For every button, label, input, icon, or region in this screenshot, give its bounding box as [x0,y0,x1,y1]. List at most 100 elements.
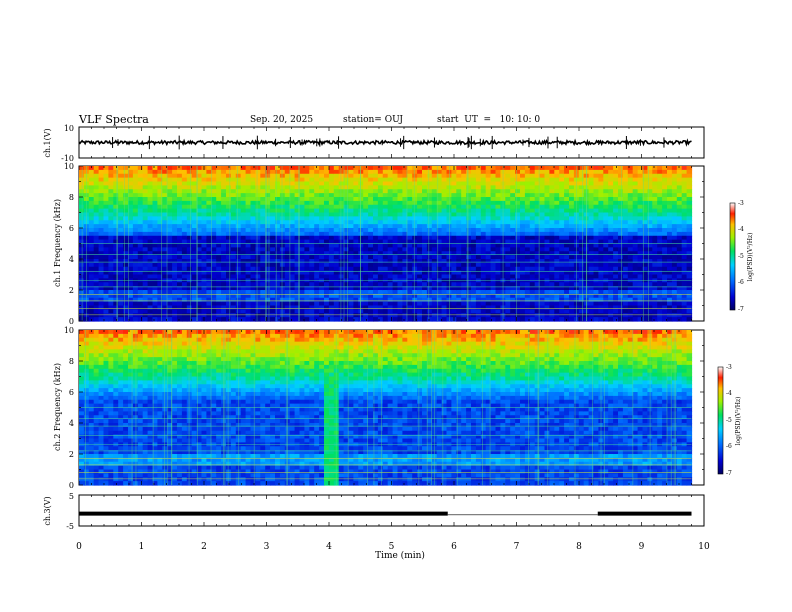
spectrogram-cell [475,305,482,310]
spectrogram-cell [270,259,276,264]
spectrogram-cell [554,247,560,252]
spectrogram-cell [495,301,501,307]
spectrogram-cell [191,309,198,314]
spectrogram-cell [412,181,418,186]
spectrogram-cell [260,317,266,322]
spectrogram-cell [108,313,114,318]
spectrogram-cell [480,270,487,276]
spectrogram-cell [446,274,452,279]
spectrogram-cell [142,231,149,237]
spectrogram-cell [520,301,526,307]
spectrogram-cell [456,216,462,221]
spectrogram-cell [255,231,261,237]
spectrogram-cell [319,317,325,322]
spectrogram-cell [294,216,301,221]
spectrogram-cell [103,301,109,307]
spectrogram-cell [461,309,467,314]
spectrogram-cell [618,204,624,210]
spectrogram-cell [632,231,639,237]
spectrogram-cell [250,197,256,202]
spectrogram-cell [554,286,560,291]
spectrogram-cell [490,305,497,310]
spectrogram-cell [608,166,614,171]
spectrogram-cell [412,266,418,272]
spectrogram-cell [402,224,408,229]
spectrogram-cell [662,173,668,179]
spectrogram-cell [132,270,139,276]
spectrogram-cell [152,274,158,279]
spectrogram-cell [137,262,144,268]
spectrogram-cell [524,177,531,183]
spectrogram-cell [373,301,379,307]
spectrogram-cell [593,220,599,225]
spectrogram-cell [451,224,457,229]
spectrogram-cell [417,181,423,186]
spectrogram-cell [265,290,271,295]
spectrogram-cell [676,204,683,210]
spectrogram-cell [490,177,497,183]
spectrogram-cell [186,235,193,241]
spectrogram-cell [598,166,604,171]
spectrogram-cell [245,301,252,307]
spectrogram-cell [358,193,364,198]
spectrogram-cell [524,305,531,310]
spectrogram-cell [201,220,207,225]
spectrogram-cell [289,305,296,310]
spectrogram-cell [632,166,639,171]
spectrogram-cell [137,293,144,299]
spectrogram-cell [289,262,296,268]
spectrogram-cell [226,286,232,291]
spectrogram-cell [348,301,354,307]
spectrogram-cell [676,262,683,268]
spectrogram-cell [441,228,448,233]
spectrogram-cell [79,228,85,233]
spectrogram-cell [397,313,403,318]
spectrogram-cell [294,255,301,260]
spectrogram-cell [368,169,374,175]
spectrogram-cell [157,313,163,318]
spectrogram-cell [657,266,663,272]
spectrogram-cell [333,266,340,272]
spectrogram-cell [132,216,139,221]
spectrogram-cell [524,243,531,248]
spectrogram-cell [368,266,374,272]
spectrogram-cell [240,208,247,214]
spectrogram-cell [265,193,271,198]
spectrogram-cell [250,173,256,179]
spectrogram-cell [353,197,359,202]
spectrogram-cell [275,266,281,272]
spectrogram-cell [647,251,653,256]
spectrogram-cell [382,313,389,318]
spectrogram-cell [304,317,310,322]
spectrogram-cell [387,255,394,260]
spectrogram-cell [181,239,188,245]
spectrogram-cell [181,313,188,318]
spectrogram-cell [294,220,301,225]
spectrogram-cell [79,293,85,299]
spectrogram-cell [475,200,482,206]
spectrogram-cell [485,297,492,303]
spectrogram-cell [98,247,105,252]
spectrogram-cell [426,220,433,225]
spectrogram-cell [304,270,310,276]
spectrogram-cell [637,197,644,202]
spectrogram-cell [250,317,256,322]
spectrogram-cell [328,228,335,233]
spectrogram-cell [490,274,497,279]
spectrogram-cell [524,293,531,299]
spectrogram-cell [226,270,232,276]
spectrogram-cell [662,293,668,299]
spectrogram-cell [137,181,144,186]
spectrogram-cell [652,177,658,183]
spectrogram-cell [265,166,271,171]
spectrogram-cell [284,200,291,206]
spectrogram-cell [588,313,595,318]
spectrogram-cell [613,251,619,256]
spectrogram-cell [343,286,350,291]
spectrogram-cell [598,239,604,245]
spectrogram-cell [505,247,511,252]
spectrogram-cell [436,173,443,179]
spectrogram-cell [554,235,560,241]
spectrogram-cell [123,231,129,237]
spectrogram-cell [422,212,428,217]
